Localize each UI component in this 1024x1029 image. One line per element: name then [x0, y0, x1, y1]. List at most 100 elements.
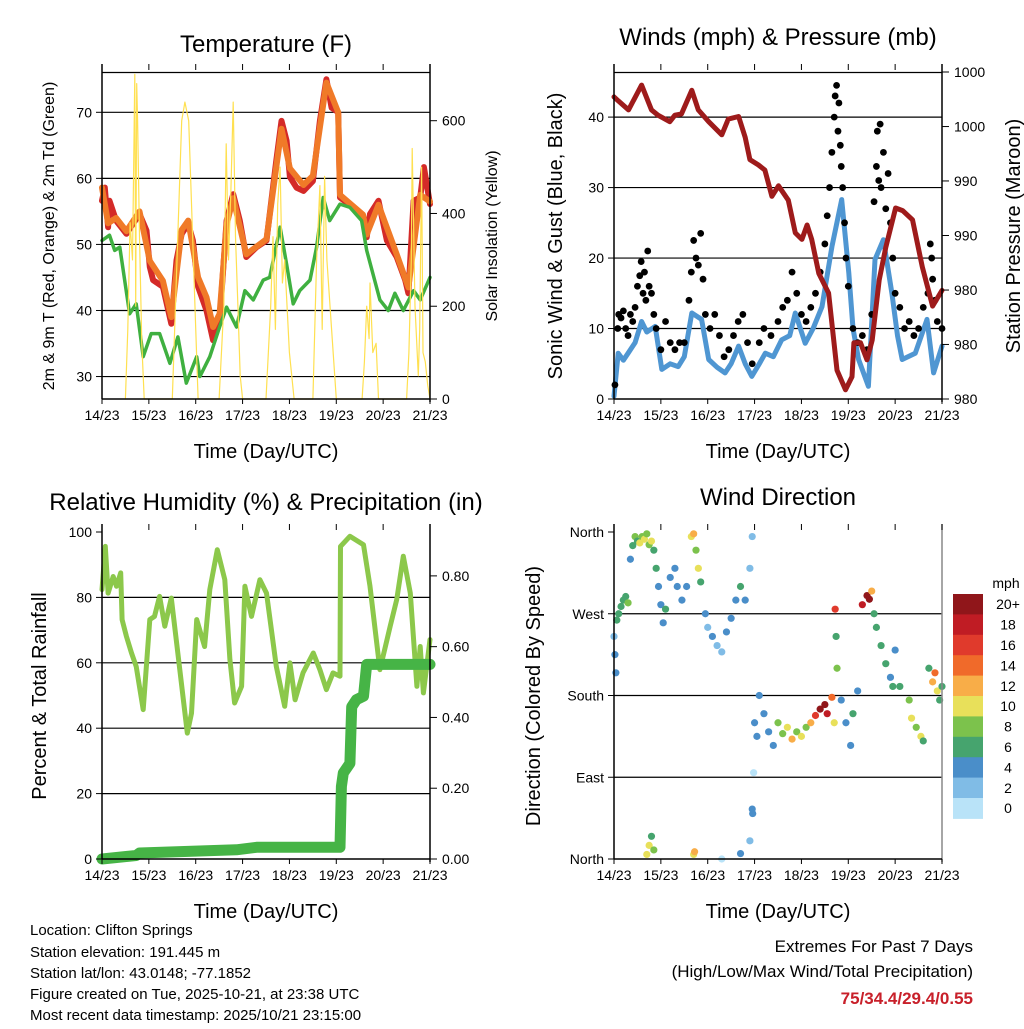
wind-direction-point [837, 696, 845, 704]
winds-ylabel: Sonic Wind & Gust (Blue, Black) [545, 93, 567, 380]
y-tick-label: West [572, 606, 604, 622]
wind-direction-point [779, 730, 787, 738]
gust-point [849, 325, 857, 332]
gust-point [690, 237, 698, 244]
gust-point [929, 275, 937, 283]
gust-point [896, 303, 904, 311]
wind-direction-point [718, 648, 726, 656]
wind-direction-point [925, 664, 933, 672]
x-tick-label: 18/23 [272, 867, 307, 883]
humidity-xlabel: Time (Day/UTC) [194, 901, 339, 923]
x-tick-label: 15/23 [643, 867, 678, 883]
wind-direction-point [755, 691, 763, 700]
gust-point [788, 268, 796, 276]
gust-point [676, 339, 683, 347]
gust-point [793, 289, 801, 297]
gust-point [622, 325, 630, 332]
x-tick-label: 21/23 [924, 407, 959, 423]
wind-direction-point [896, 682, 904, 691]
gust-point [671, 346, 679, 354]
gust-point [767, 332, 775, 339]
colorbar-label: 16 [1000, 637, 1016, 653]
wind-direction-point [750, 769, 758, 777]
wind-direction-point [750, 719, 759, 727]
winds-y2label: Station Pressure (Maroon) [1003, 119, 1024, 354]
gust-point [779, 303, 787, 311]
wind-direction-point [833, 664, 841, 672]
colorbar-swatch [953, 696, 983, 717]
colorbar-title: mph [992, 575, 1019, 591]
gust-point [652, 325, 660, 332]
sonic-wind-line [611, 197, 945, 399]
x-tick-label: 15/23 [131, 407, 166, 423]
gust-point [877, 184, 885, 191]
wind-direction-point [692, 546, 700, 554]
latlon-text: Station lat/lon: 43.0148; -77.1852 [30, 965, 251, 982]
y-tick-label: 60 [76, 170, 92, 186]
x-tick-label: 14/23 [596, 407, 631, 423]
y2-tick-label: 980 [954, 282, 978, 298]
wind-direction-point [645, 841, 653, 849]
gust-point [642, 296, 650, 304]
gust-point [802, 318, 810, 325]
gust-point [666, 339, 674, 347]
2m-td-line [100, 195, 432, 385]
colorbar-label: 14 [1000, 657, 1016, 673]
wind-direction-point [769, 741, 777, 750]
temperature-y2label: Solar Insolation (Yellow) [484, 150, 501, 321]
x-tick-label: 16/23 [690, 407, 725, 423]
y-tick-label: South [567, 688, 604, 704]
winds-plot: 14/23 15/23 16/23 17/23 18/23 19/23 20/23 21/23… [588, 64, 985, 423]
gust-point [858, 332, 866, 339]
created-text: Figure created on Tue, 2025-10-21, at 23… [30, 986, 360, 1003]
y-tick-label: 50 [76, 236, 92, 252]
wind-direction-point [746, 564, 754, 572]
wind-direction-point [657, 601, 665, 609]
y-tick-label: 40 [76, 720, 92, 736]
y-tick-label: 70 [76, 104, 92, 120]
wind-direction-point [919, 737, 927, 745]
gust-point [624, 332, 632, 339]
gust-point [880, 148, 887, 156]
wind-direction-point [870, 610, 878, 618]
wind-direction-point [797, 732, 806, 740]
gust-point [910, 332, 918, 339]
wind_direction-series [610, 530, 946, 863]
colorbar-label: 8 [1004, 719, 1012, 735]
wind-direction-point [624, 599, 632, 607]
colorbar-swatch [953, 777, 983, 799]
x-tick-label: 17/23 [737, 867, 772, 883]
gust-point [636, 272, 644, 280]
x-tick-label: 14/23 [84, 407, 119, 423]
x-tick-label: 15/23 [643, 407, 678, 423]
y2-tick-label: 600 [442, 113, 466, 129]
x-tick-label: 14/23 [84, 867, 119, 883]
wind-direction-point [929, 678, 937, 686]
x-tick-label: 16/23 [178, 407, 213, 423]
gust-point [783, 296, 791, 304]
wind-direction-point [831, 605, 839, 613]
gust-point [637, 258, 645, 265]
gust-point [873, 127, 881, 135]
winds-series [611, 81, 946, 399]
gust-point [760, 325, 768, 332]
y-tick-label: 60 [76, 655, 92, 671]
gust-point [617, 314, 625, 322]
wind-direction-point [741, 596, 749, 604]
wind-direction-point [821, 700, 829, 709]
gust-point [870, 198, 878, 206]
wind-direction-point [753, 732, 761, 740]
gust-point [716, 332, 723, 339]
gust-point [627, 311, 634, 318]
gust-point [730, 332, 737, 339]
x-tick-label: 17/23 [225, 867, 260, 883]
x-tick-label: 20/23 [366, 867, 401, 883]
gust-point [844, 282, 852, 290]
wind-direction-point [912, 723, 920, 731]
x-tick-label: 17/23 [737, 407, 772, 423]
gust-point [692, 254, 700, 262]
colorbar-swatch [953, 634, 983, 656]
gust-point [835, 99, 843, 107]
wind-direction-point [697, 578, 705, 586]
wind-direction-point [736, 849, 745, 858]
